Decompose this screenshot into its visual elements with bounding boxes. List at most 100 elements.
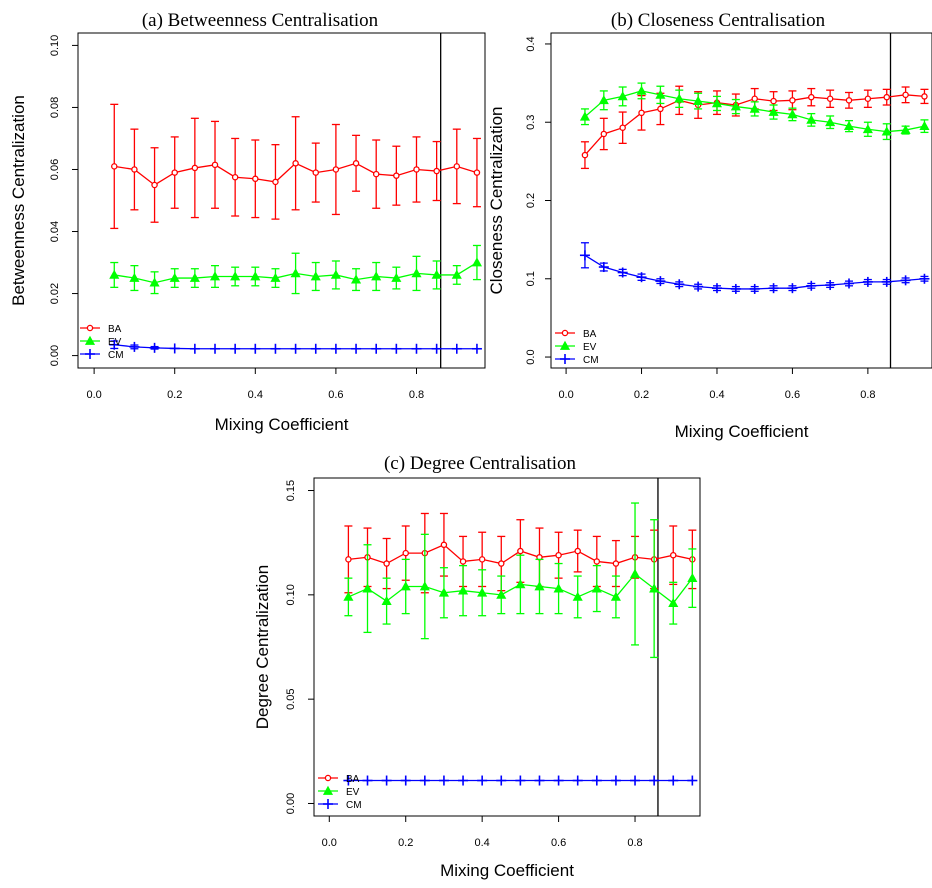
marker-triangle — [629, 568, 641, 578]
marker-circle — [459, 558, 467, 565]
marker-triangle — [371, 271, 382, 281]
marker-triangle — [290, 268, 301, 278]
legend-label-ba: BA — [108, 324, 122, 335]
legend: BA EV CM — [80, 324, 124, 361]
y-axis-label: Closeness Centralization — [487, 106, 506, 294]
y-tick-label: 0.10 — [49, 35, 61, 56]
marker-triangle — [768, 106, 779, 116]
chart-title: (a) Betweenness Centralisation — [142, 10, 379, 31]
marker-circle — [473, 169, 481, 176]
marker-circle — [292, 160, 299, 167]
marker-circle — [751, 95, 758, 102]
marker-triangle — [391, 272, 402, 282]
marker-triangle — [109, 269, 120, 279]
x-tick-label: 0.2 — [634, 389, 649, 401]
marker-triangle — [270, 272, 281, 282]
marker-circle — [638, 109, 645, 117]
marker-circle — [453, 163, 461, 170]
x-tick-label: 0.8 — [409, 389, 424, 401]
marker-triangle — [496, 589, 507, 599]
marker-triangle — [617, 91, 628, 101]
marker-circle — [921, 93, 928, 100]
marker-triangle — [515, 579, 526, 589]
marker-circle — [555, 551, 562, 559]
marker-triangle — [655, 89, 666, 99]
marker-circle — [657, 105, 664, 113]
marker-triangle — [730, 101, 741, 111]
legend-label-ba: BA — [583, 329, 597, 340]
marker-triangle — [806, 114, 817, 124]
chart-title: (c) Degree Centralisation — [384, 453, 577, 474]
series-ba — [110, 103, 481, 230]
marker-circle — [111, 163, 118, 170]
marker-triangle — [310, 271, 321, 281]
marker-circle — [191, 164, 199, 172]
x-axis-label: Mixing Coefficient — [215, 415, 349, 434]
marker-triangle — [598, 95, 609, 105]
marker-triangle — [477, 587, 488, 597]
legend-label-ba: BA — [346, 774, 360, 785]
y-tick-label: 0.00 — [285, 793, 297, 814]
x-tick-label: 0.2 — [167, 389, 182, 401]
x-tick-label: 0.0 — [558, 389, 573, 401]
marker-circle — [902, 91, 909, 99]
marker-circle — [845, 97, 853, 104]
marker-triangle — [787, 109, 798, 119]
x-tick-label: 0.2 — [398, 837, 413, 849]
marker-triangle — [843, 120, 855, 131]
marker-triangle — [674, 93, 685, 103]
marker-triangle — [572, 591, 583, 601]
marker-triangle — [438, 587, 449, 597]
marker-triangle — [457, 585, 469, 595]
marker-circle — [383, 560, 390, 567]
marker-triangle — [169, 272, 180, 282]
marker-triangle — [579, 111, 591, 121]
marker-circle — [770, 97, 777, 105]
chart-title: (b) Closeness Centralisation — [611, 10, 826, 31]
marker-triangle — [129, 272, 140, 282]
marker-triangle — [230, 271, 241, 281]
series-ev — [579, 82, 930, 141]
marker-circle — [312, 169, 320, 176]
marker-triangle — [330, 269, 341, 279]
marker-circle — [517, 547, 524, 555]
y-axis-label: Degree Centralization — [253, 565, 272, 729]
marker-triangle — [919, 120, 930, 131]
legend-label-cm: CM — [108, 350, 124, 361]
marker-circle — [402, 549, 409, 557]
marker-circle — [593, 558, 601, 565]
legend: BA EV CM — [555, 329, 599, 366]
legend-label-ev: EV — [346, 787, 360, 798]
marker-circle — [324, 774, 332, 782]
marker-triangle — [189, 272, 200, 282]
y-tick-label: 0.2 — [525, 193, 537, 208]
marker-triangle — [591, 583, 602, 593]
marker-circle — [433, 167, 440, 175]
marker-triangle — [693, 95, 704, 105]
legend-label-cm: CM — [583, 355, 599, 366]
marker-circle — [211, 161, 219, 169]
marker-circle — [883, 93, 890, 101]
y-tick-label: 0.06 — [49, 159, 61, 180]
y-tick-label: 0.4 — [525, 36, 537, 51]
series-cm — [579, 242, 930, 294]
legend: BA EV CM — [318, 774, 362, 811]
marker-circle — [808, 93, 815, 101]
y-tick-label: 0.1 — [525, 271, 537, 286]
marker-circle — [619, 124, 626, 131]
x-tick-label: 0.6 — [328, 389, 343, 401]
y-tick-label: 0.02 — [49, 283, 61, 304]
series-ev — [343, 502, 698, 659]
y-axis-label: Betweenness Centralization — [9, 95, 28, 306]
marker-circle — [478, 556, 486, 563]
marker-circle — [151, 181, 158, 189]
marker-triangle — [419, 581, 430, 591]
marker-triangle — [362, 583, 373, 593]
marker-triangle — [322, 785, 334, 795]
marker-triangle — [553, 583, 564, 593]
plot-frame — [313, 477, 701, 817]
marker-triangle — [149, 277, 160, 287]
marker-circle — [352, 160, 360, 167]
plot-frame — [550, 32, 932, 369]
